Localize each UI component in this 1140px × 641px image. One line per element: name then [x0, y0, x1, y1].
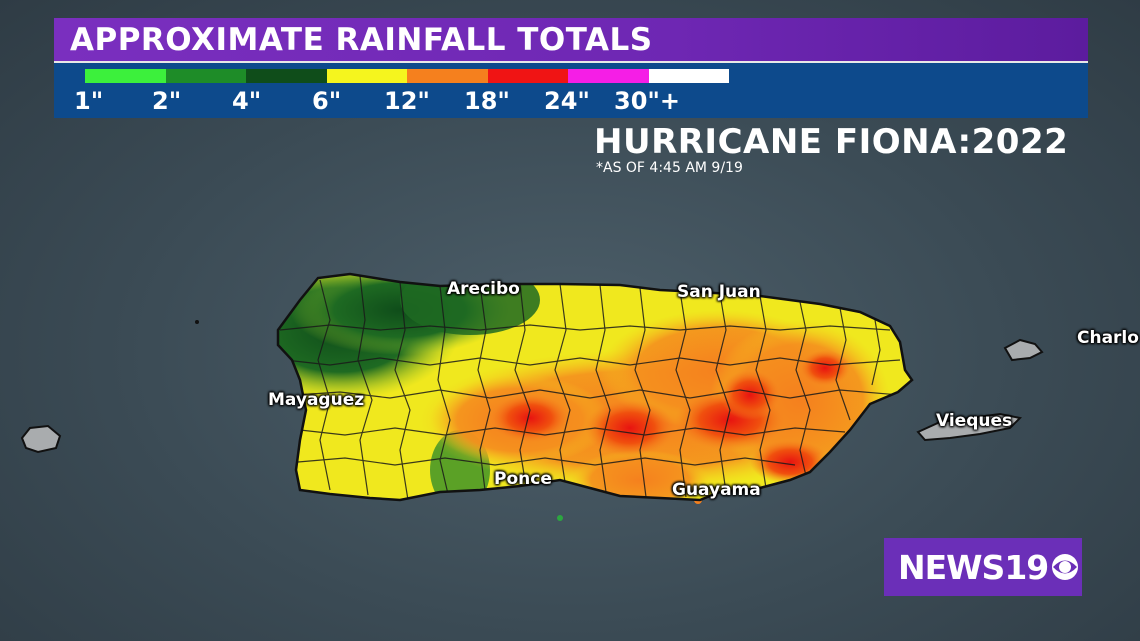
legend-label-8: 30"+ — [614, 87, 681, 115]
legend-label-4: 6" — [312, 87, 342, 115]
city-label-mayaguez: Mayaguez — [268, 390, 365, 410]
legend-label-1: 1" — [74, 87, 104, 115]
puerto-rico-outline — [276, 272, 914, 502]
title-bar: APPROXIMATE RAINFALL TOTALS — [54, 18, 1088, 61]
city-label-charlotte: Charlo — [1077, 328, 1139, 348]
storm-timestamp: *AS OF 4:45 AM 9/19 — [596, 160, 743, 176]
city-label-guayama: Guayama — [672, 480, 761, 500]
legend-swatch-1 — [85, 69, 166, 83]
legend-label-5: 12" — [384, 87, 430, 115]
city-label-vieques: Vieques — [936, 411, 1013, 431]
logo-text: NEWS19 — [898, 547, 1049, 587]
legend-swatches — [85, 69, 729, 83]
city-label-san-juan: San Juan — [677, 282, 761, 302]
legend-swatch-4 — [326, 69, 407, 83]
mona-island — [20, 424, 62, 454]
legend-label-7: 24" — [544, 87, 590, 115]
news19-logo: NEWS19 — [884, 538, 1082, 596]
legend-swatch-6 — [487, 69, 568, 83]
legend-label-2: 2" — [152, 87, 182, 115]
legend-swatch-8 — [648, 69, 729, 83]
legend-swatch-2 — [165, 69, 246, 83]
legend-bar: 1" 2" 4" 6" 12" 18" 24" 30"+ — [54, 61, 1088, 118]
map-title: APPROXIMATE RAINFALL TOTALS — [70, 22, 653, 58]
legend-label-6: 18" — [464, 87, 510, 115]
city-label-ponce: Ponce — [494, 469, 552, 489]
legend-swatch-5 — [407, 69, 488, 83]
legend-label-3: 4" — [232, 87, 262, 115]
legend-labels: 1" 2" 4" 6" 12" 18" 24" 30"+ — [54, 87, 854, 117]
legend-swatch-3 — [246, 69, 327, 83]
cbs-eye-icon — [1052, 554, 1079, 580]
culebra-island — [1003, 338, 1044, 362]
city-label-arecibo: Arecibo — [447, 279, 520, 299]
storm-title: HURRICANE FIONA:2022 — [594, 122, 1069, 162]
legend-swatch-7 — [568, 69, 649, 83]
vieques-island — [916, 412, 1023, 442]
